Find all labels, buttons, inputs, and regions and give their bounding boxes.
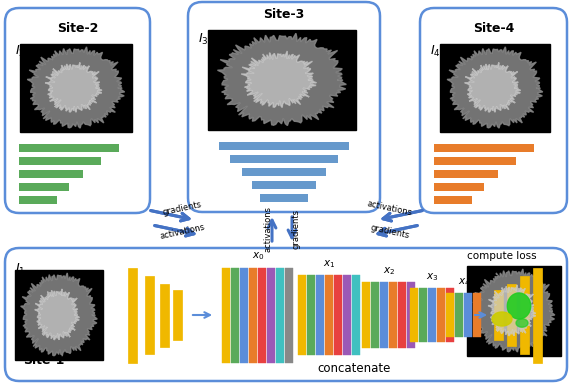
Bar: [410, 288, 418, 342]
Polygon shape: [507, 293, 531, 319]
Bar: [473, 293, 481, 337]
Bar: [258, 267, 266, 362]
Bar: [20, 44, 132, 132]
Bar: [160, 283, 169, 347]
Bar: [419, 288, 427, 342]
Text: compute loss: compute loss: [467, 251, 537, 261]
Bar: [15, 270, 103, 360]
Bar: [352, 275, 360, 355]
Text: $I_3$: $I_3$: [198, 32, 209, 47]
Bar: [428, 288, 436, 342]
Bar: [389, 282, 397, 348]
Text: $x_0$: $x_0$: [252, 251, 264, 262]
Bar: [19, 157, 101, 165]
Bar: [276, 267, 284, 362]
Bar: [242, 168, 326, 176]
Polygon shape: [21, 273, 97, 356]
Polygon shape: [447, 47, 543, 128]
Bar: [173, 290, 182, 340]
Bar: [249, 267, 257, 362]
Bar: [19, 183, 69, 191]
Bar: [19, 170, 83, 178]
Bar: [434, 144, 534, 152]
Bar: [407, 282, 415, 348]
Bar: [440, 44, 550, 132]
Bar: [434, 196, 472, 204]
Text: $I_2$: $I_2$: [15, 44, 25, 59]
Text: $x_3$: $x_3$: [426, 271, 439, 283]
Text: concatenate: concatenate: [317, 362, 391, 375]
Bar: [19, 144, 119, 152]
Bar: [267, 267, 275, 362]
Text: activations: activations: [158, 223, 205, 241]
FancyBboxPatch shape: [420, 8, 567, 213]
Bar: [446, 288, 454, 342]
Bar: [520, 276, 529, 354]
Bar: [19, 196, 57, 204]
Text: Site-1: Site-1: [23, 354, 65, 367]
Bar: [231, 267, 239, 362]
FancyBboxPatch shape: [5, 248, 567, 381]
Bar: [334, 275, 342, 355]
Polygon shape: [492, 312, 512, 326]
Bar: [494, 290, 503, 340]
Bar: [219, 142, 349, 150]
Text: activations: activations: [367, 199, 414, 217]
Bar: [464, 293, 472, 337]
Text: $I_4$: $I_4$: [430, 44, 440, 59]
Bar: [371, 282, 379, 348]
Bar: [398, 282, 406, 348]
Polygon shape: [488, 285, 536, 336]
Bar: [380, 282, 388, 348]
Bar: [316, 275, 324, 355]
Polygon shape: [241, 51, 316, 108]
Bar: [222, 267, 230, 362]
Bar: [128, 267, 137, 362]
Polygon shape: [464, 63, 521, 112]
Bar: [362, 282, 370, 348]
Polygon shape: [217, 33, 346, 125]
Text: gradients: gradients: [292, 209, 300, 249]
Bar: [434, 157, 516, 165]
Text: $L$: $L$: [491, 266, 499, 278]
Text: gradients: gradients: [370, 223, 411, 240]
Polygon shape: [473, 269, 555, 352]
Text: Site-3: Site-3: [263, 8, 305, 21]
Bar: [533, 267, 542, 362]
Bar: [145, 276, 154, 354]
Text: $x_4$: $x_4$: [458, 276, 470, 288]
Bar: [467, 266, 561, 356]
Bar: [240, 267, 248, 362]
Text: Site-2: Site-2: [57, 22, 98, 35]
Polygon shape: [516, 319, 528, 327]
Bar: [307, 275, 315, 355]
Text: activations: activations: [264, 206, 272, 252]
Bar: [437, 288, 445, 342]
Polygon shape: [35, 289, 80, 340]
Bar: [343, 275, 351, 355]
Bar: [260, 194, 308, 202]
Polygon shape: [45, 63, 102, 112]
Text: gradients: gradients: [161, 200, 202, 217]
FancyBboxPatch shape: [188, 2, 380, 212]
Polygon shape: [27, 47, 125, 128]
Bar: [208, 30, 356, 130]
Bar: [298, 275, 306, 355]
Text: $x_2$: $x_2$: [383, 265, 395, 277]
Bar: [325, 275, 333, 355]
Bar: [252, 181, 316, 189]
Bar: [434, 183, 484, 191]
Text: Site-4: Site-4: [473, 22, 514, 35]
Bar: [434, 170, 498, 178]
Bar: [507, 284, 516, 346]
Bar: [230, 155, 338, 163]
Bar: [446, 293, 454, 337]
Bar: [455, 293, 463, 337]
Bar: [285, 267, 293, 362]
FancyBboxPatch shape: [5, 8, 150, 213]
Text: $I_1$: $I_1$: [15, 262, 25, 277]
Text: $x_1$: $x_1$: [323, 258, 336, 270]
